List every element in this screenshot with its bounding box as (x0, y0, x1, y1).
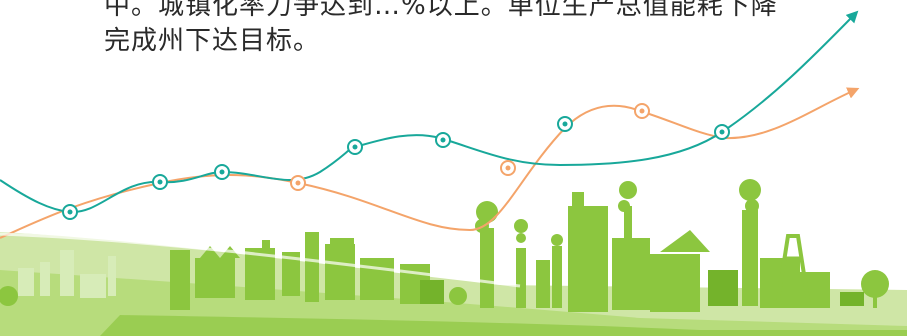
background-buildings (18, 250, 116, 298)
body-text-line-1: 中。城镇化率力争达到…%以上。单位生产总值能耗下降 (104, 0, 778, 21)
industrial-skyline (0, 179, 889, 312)
teal-rising-line (0, 10, 859, 214)
body-text-line-2: 完成州下达目标。 (104, 26, 321, 56)
skyline-details (420, 270, 864, 306)
ground-highlight (0, 232, 521, 288)
orange-rising-line (0, 87, 860, 239)
ground-front (100, 315, 907, 336)
